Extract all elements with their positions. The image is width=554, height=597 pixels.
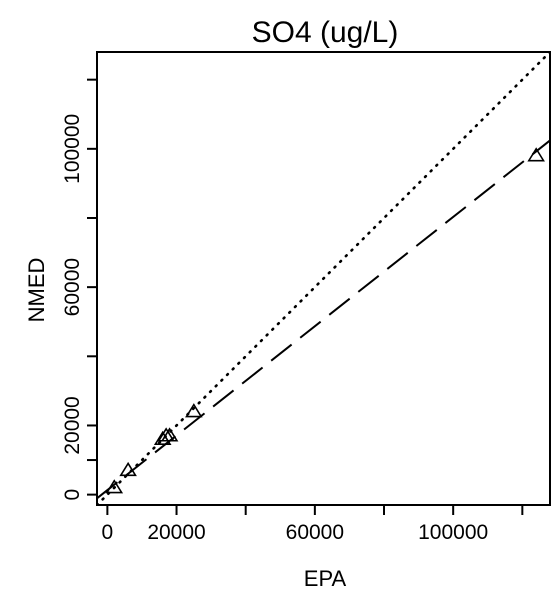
data-point (153, 430, 172, 445)
data-point (527, 147, 545, 162)
x-tick-label: 0 (102, 521, 114, 544)
x-tick-label: 100000 (418, 521, 488, 544)
plot-frame (96, 51, 551, 506)
y-tick-label: 60000 (61, 258, 84, 316)
x-axis-label: EPA (304, 566, 347, 591)
plot-layer: 0 20000 60000 100000 0 20000 60000 100000 (61, 52, 550, 544)
y-tick-label: 20000 (61, 396, 84, 454)
y-tick-label: 100000 (61, 114, 84, 184)
dotted-line (97, 52, 550, 505)
chart-title: SO4 (ug/L) (252, 16, 399, 49)
y-tick-label: 0 (61, 489, 84, 501)
data-point (105, 479, 124, 494)
x-tick-label: 60000 (286, 521, 344, 544)
data-point (119, 461, 137, 477)
x-tick-label: 20000 (147, 521, 205, 544)
y-axis-label: NMED (24, 258, 49, 323)
data-point (160, 427, 179, 442)
data-point (185, 403, 203, 418)
